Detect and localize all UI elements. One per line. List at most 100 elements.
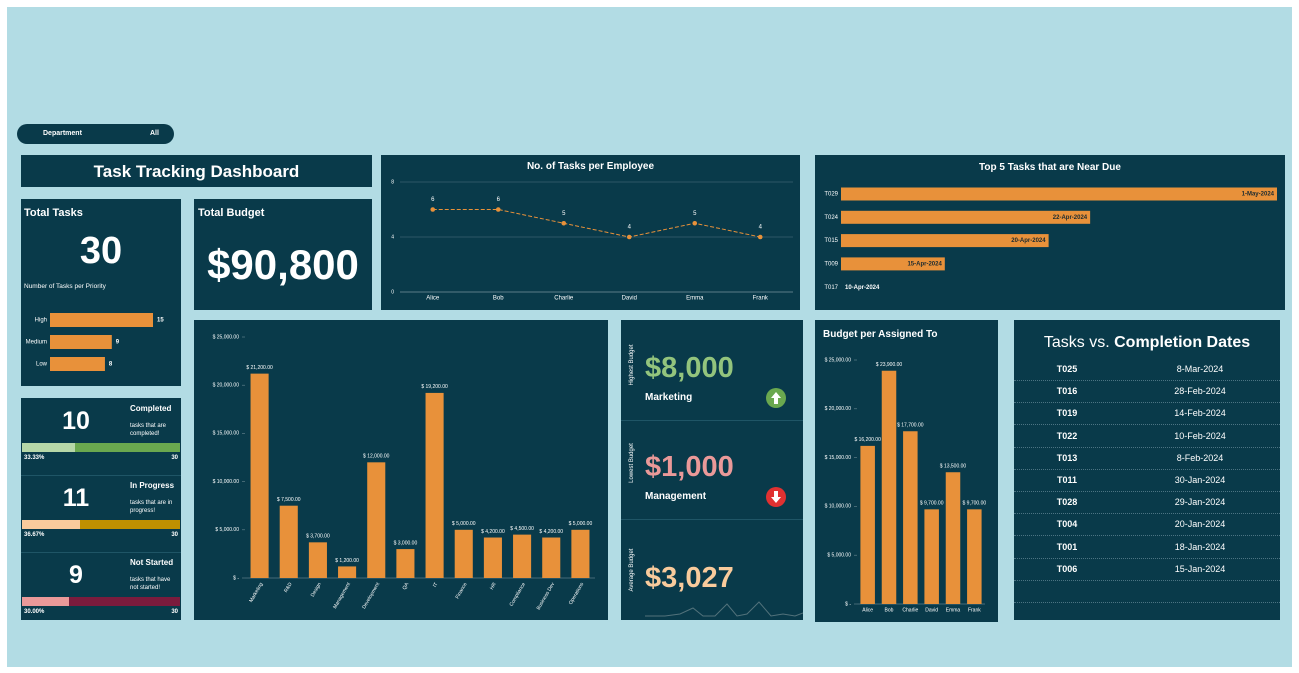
- title-prefix: Tasks vs.: [1043, 334, 1110, 351]
- table-title: Tasks vs. Completion Dates: [1014, 335, 1280, 351]
- bar: [483, 537, 502, 578]
- value-label: $ 12,000.00: [363, 454, 390, 460]
- value-label: 4: [628, 225, 632, 231]
- x-tick-label: Development: [361, 581, 381, 610]
- status-section: 9 Not Started tasks that have not starte…: [21, 552, 181, 620]
- bar: [513, 534, 532, 578]
- value-label: 4: [759, 225, 763, 231]
- value-label: 15: [157, 318, 164, 324]
- line-chart-card: 0 4 8 Alice 6 Bob 6 Charlie 5 David 4 Emma 5 Frank 4 N…: [381, 155, 800, 310]
- completion-date: 8-Mar-2024: [1176, 364, 1224, 374]
- value-label: 6: [431, 197, 435, 203]
- category-label: T017: [824, 285, 838, 291]
- priority-chart: High 15 Medium 9 Low 8: [26, 313, 164, 371]
- table-row: T006 15-Jan-2024: [1014, 558, 1280, 581]
- extreme-value: $3,027: [645, 562, 734, 594]
- completion-date: 10-Feb-2024: [1174, 430, 1226, 441]
- x-tick-label: Finance: [455, 581, 469, 600]
- bar: [967, 509, 982, 604]
- bar: [841, 234, 1049, 248]
- total-budget-card: Total Budget $90,800: [194, 199, 372, 310]
- side-label: Highest Budget: [629, 344, 635, 386]
- task-id: T028: [1056, 497, 1078, 508]
- y-tick-label: $ 5,000.00: [215, 527, 239, 533]
- chart-title: Number of Tasks per Priority: [24, 283, 106, 290]
- bar: [308, 542, 327, 578]
- bar: [338, 566, 357, 578]
- value-label: $ 19,200.00: [421, 384, 448, 390]
- marker: [757, 234, 763, 240]
- status-note: tasks that have not started!: [130, 577, 171, 591]
- chart-title: Budget per Assigned To: [823, 329, 938, 340]
- completion-date: 28-Feb-2024: [1174, 386, 1226, 397]
- side-label: Lowest Budget: [629, 443, 635, 483]
- bar: [50, 357, 105, 371]
- y-tick-label: $ 20,000.00: [825, 406, 852, 412]
- value-label: $ 17,700.00: [897, 423, 924, 429]
- x-tick-label: Design: [310, 581, 323, 598]
- x-tick-label: Alice: [862, 607, 873, 613]
- status-section: 10 Completed tasks that are completed! 3…: [21, 398, 181, 476]
- value-label: $ 13,500.00: [940, 464, 967, 470]
- completion-date: 29-Jan-2024: [1174, 497, 1226, 508]
- task-id: T011: [1056, 475, 1078, 485]
- status-total: 30: [171, 532, 178, 538]
- table-row: [1014, 602, 1280, 620]
- value-label: $ 5,000.00: [452, 521, 476, 527]
- extreme-value: $8,000: [645, 352, 734, 384]
- filter-value[interactable]: All: [150, 130, 159, 137]
- x-tick-label: Marketing: [248, 581, 264, 603]
- x-tick-label: Bob: [885, 607, 894, 613]
- table-row: T025 8-Mar-2024: [1014, 358, 1280, 381]
- sparkline: [645, 601, 803, 617]
- due-tasks-card: T029 1-May-2024 T024 22-Apr-2024 T015 20-Apr-…: [815, 155, 1285, 310]
- value-label: $ 4,200.00: [539, 529, 563, 535]
- completion-table: Tasks vs. Completion Dates T025 8-Mar-202…: [1014, 320, 1280, 620]
- x-tick-label: Business Dev: [536, 581, 557, 611]
- completion-date: 18-Jan-2024: [1174, 541, 1226, 552]
- progress-fill: [22, 443, 75, 452]
- value-label: $ 7,500.00: [277, 497, 301, 503]
- status-total: 30: [171, 455, 178, 461]
- down-arrow-icon: [766, 487, 786, 507]
- kpi-value: $90,800: [207, 241, 359, 288]
- category-label: Low: [36, 362, 48, 368]
- status-title: In Progress: [130, 481, 175, 490]
- marker: [561, 220, 567, 226]
- table-row: T011 30-Jan-2024: [1014, 469, 1280, 492]
- y-tick-label: $ 10,000.00: [213, 479, 240, 485]
- task-id: T016: [1056, 386, 1078, 397]
- status-card: 10 Completed tasks that are completed! 3…: [21, 398, 181, 620]
- bar: [425, 392, 444, 578]
- x-tick-label: HR: [489, 581, 498, 591]
- status-percent: 33.33%: [24, 455, 45, 461]
- progress-fill: [22, 520, 80, 529]
- x-tick-label: Bob: [493, 296, 504, 302]
- total-tasks-card: High 15 Medium 9 Low 8 Total Tasks 30 Number …: [21, 199, 181, 386]
- line: [432, 209, 761, 238]
- bar: [841, 187, 1277, 201]
- due-tasks-chart: T029 1-May-2024 T024 22-Apr-2024 T015 20-Apr-…: [824, 187, 1277, 291]
- progress-fill: [22, 597, 70, 606]
- budget-extremes-card: Highest Budget $8,000 Marketing Lowest B…: [621, 320, 803, 620]
- table-row: T013 8-Feb-2024: [1014, 447, 1280, 470]
- assignee-budget-chart: $ - $ 5,000.00 $ 10,000.00 $ 15,000.00 $ 20,…: [825, 357, 987, 613]
- value-label: 5: [693, 211, 697, 217]
- value-label: $ 4,500.00: [510, 526, 534, 532]
- department-filter[interactable]: Department All: [17, 124, 174, 144]
- category-label: T009: [824, 261, 838, 267]
- bar: [881, 370, 897, 604]
- card-title: Total Budget: [198, 207, 265, 219]
- y-tick-label: $ 20,000.00: [213, 383, 240, 389]
- progress-track: [22, 597, 180, 606]
- category-label: T024: [824, 215, 838, 221]
- extreme-department: Marketing: [645, 392, 693, 403]
- task-id: T004: [1056, 519, 1078, 530]
- divider: [621, 420, 803, 421]
- table-row: T016 28-Feb-2024: [1014, 380, 1280, 404]
- y-tick-label: $ 25,000.00: [825, 357, 852, 363]
- y-tick-label: $ -: [233, 575, 239, 581]
- department-budget-card: $ - $ 5,000.00 $ 10,000.00 $ 15,000.00 $ 20,…: [194, 320, 608, 620]
